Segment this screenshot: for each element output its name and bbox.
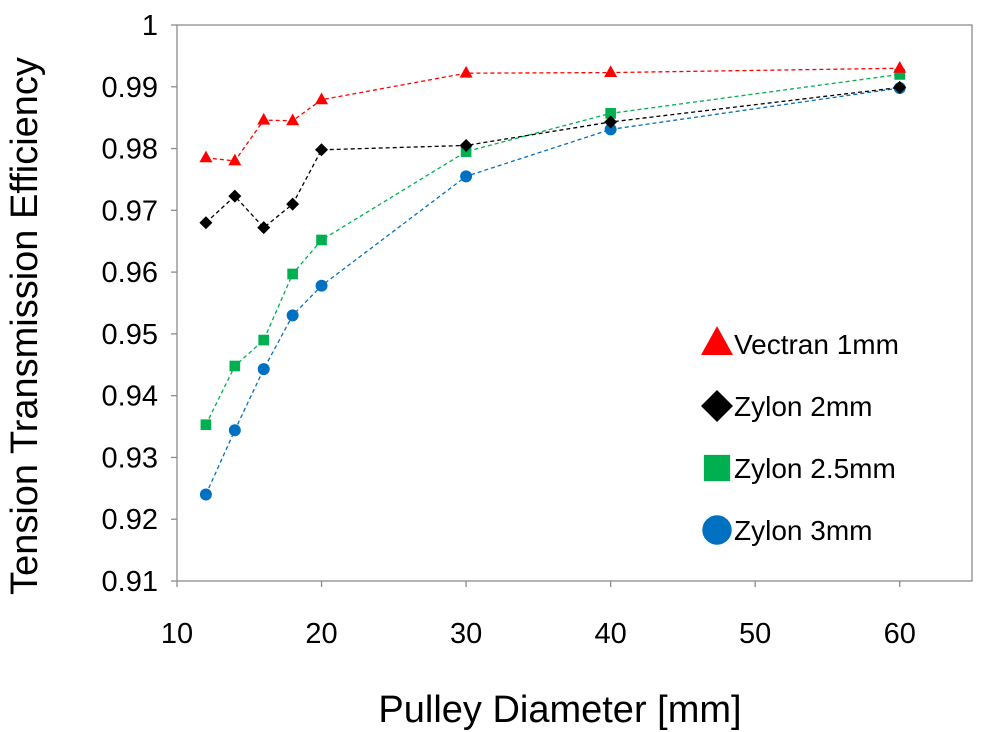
series-zylon-2mm xyxy=(199,80,907,235)
legend-item: Zylon 3mm xyxy=(702,515,872,546)
data-point xyxy=(604,65,618,78)
x-tick-label: 10 xyxy=(161,618,193,650)
data-point xyxy=(228,424,241,437)
data-point xyxy=(257,112,271,125)
legend-label: Zylon 2.5mm xyxy=(734,453,896,484)
data-point xyxy=(286,113,300,126)
series-line xyxy=(205,73,900,425)
data-point xyxy=(459,65,473,78)
data-point xyxy=(894,69,906,80)
axes xyxy=(176,24,973,582)
x-tick-label: 20 xyxy=(305,618,337,650)
legend-item: Zylon 2.5mm xyxy=(703,453,896,484)
x-tick-label: 30 xyxy=(450,618,482,650)
series-line xyxy=(205,87,900,495)
data-point xyxy=(315,279,328,292)
y-tick-label: 0.95 xyxy=(102,319,158,351)
data-point xyxy=(258,334,270,346)
y-tick-label: 0.92 xyxy=(102,504,158,536)
legend-item: Vectran 1mm xyxy=(701,326,899,360)
data-point xyxy=(893,80,907,94)
data-point xyxy=(604,123,617,136)
data-point xyxy=(315,143,329,157)
legend: Vectran 1mm Zylon 2mm Zylon 2.5mm Zylon 3mm xyxy=(701,326,899,546)
plot-area-border xyxy=(176,24,973,582)
series-vectran-1mm xyxy=(199,60,907,166)
data-point xyxy=(200,419,212,431)
x-tick-label: 40 xyxy=(595,618,627,650)
legend-label: Vectran 1mm xyxy=(734,329,899,360)
legend-triangle-icon xyxy=(701,326,733,355)
x-tick-label: 50 xyxy=(739,618,771,650)
y-tick-label: 1 xyxy=(142,10,158,42)
data-point xyxy=(605,108,616,119)
y-tick-label: 0.96 xyxy=(102,257,158,289)
legend-item: Zylon 2mm xyxy=(701,390,872,422)
data-point xyxy=(286,197,300,211)
data-point xyxy=(257,363,270,376)
y-tick-label: 0.94 xyxy=(102,381,158,413)
legend-circle-icon xyxy=(702,515,732,545)
data-point xyxy=(228,153,242,166)
series-line xyxy=(205,86,900,229)
legend-label: Zylon 3mm xyxy=(734,515,872,546)
y-axis-title: Tension Transmission Efficiency xyxy=(4,57,46,595)
y-tick-label: 0.98 xyxy=(102,134,158,166)
y-tick-label: 0.99 xyxy=(102,72,158,104)
series-zylon-3mm xyxy=(199,82,906,501)
data-point xyxy=(893,60,907,73)
x-axis-title: Pulley Diameter [mm] xyxy=(378,689,741,731)
data-point xyxy=(287,268,298,280)
y-tick-label: 0.97 xyxy=(102,195,158,227)
x-tick-label: 60 xyxy=(884,618,916,650)
data-point xyxy=(199,488,212,501)
y-tick-label: 0.93 xyxy=(102,442,158,474)
data-point xyxy=(459,138,473,152)
data-point xyxy=(315,92,329,105)
y-tick-label: 0.91 xyxy=(102,566,158,598)
x-axis-ticks: 10 20 30 40 50 60 xyxy=(161,581,916,650)
data-point xyxy=(199,150,213,163)
data-point xyxy=(604,115,618,129)
legend-diamond-icon xyxy=(701,390,733,422)
data-point xyxy=(228,189,242,203)
series-zylon-2-5mm xyxy=(200,69,906,431)
data-point xyxy=(460,170,473,183)
data-point xyxy=(316,234,327,246)
series-layer xyxy=(199,60,907,501)
data-point xyxy=(286,309,299,322)
legend-label: Zylon 2mm xyxy=(734,391,872,422)
legend-square-icon xyxy=(703,454,731,482)
y-axis-ticks: 0.91 0.92 0.93 0.94 0.95 0.96 0.97 0.98 0.99 1 xyxy=(102,10,177,598)
data-point xyxy=(199,216,213,230)
series-line xyxy=(205,67,900,162)
data-point xyxy=(257,221,271,235)
data-point xyxy=(229,360,241,372)
